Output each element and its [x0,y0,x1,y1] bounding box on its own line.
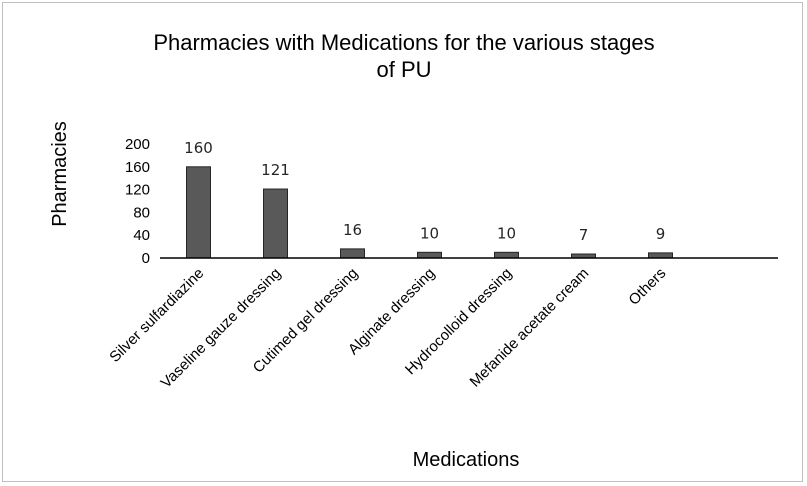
data-label: 7 [579,226,589,244]
bar [648,252,673,259]
y-tick-label: 200 [125,136,150,153]
chart-title-line-1: Pharmacies with Medications for the vari… [153,30,654,55]
data-label: 9 [656,225,666,243]
data-labels: 160 121 16 10 10 7 9 [184,139,665,244]
category-label: Others [625,265,669,309]
data-label: 16 [343,221,362,239]
bars [186,166,673,259]
bar [494,251,519,259]
y-tick-label: 40 [133,227,150,244]
y-axis-title: Pharmacies [49,121,71,227]
bar [263,188,288,259]
y-axis-ticks: 0 40 80 120 160 200 [125,136,150,267]
chart-title-line-2: of PU [376,57,431,82]
bar [186,166,211,259]
data-label: 10 [497,224,516,242]
y-tick-label: 0 [142,250,150,267]
x-axis-title: Medications [413,449,520,471]
data-label: 121 [261,161,290,179]
y-tick-label: 120 [125,182,150,199]
data-label: 160 [184,139,213,157]
y-tick-label: 80 [133,204,150,221]
data-label: 10 [420,224,439,242]
bar [340,248,365,259]
y-tick-label: 160 [125,159,150,176]
bar [417,251,442,259]
